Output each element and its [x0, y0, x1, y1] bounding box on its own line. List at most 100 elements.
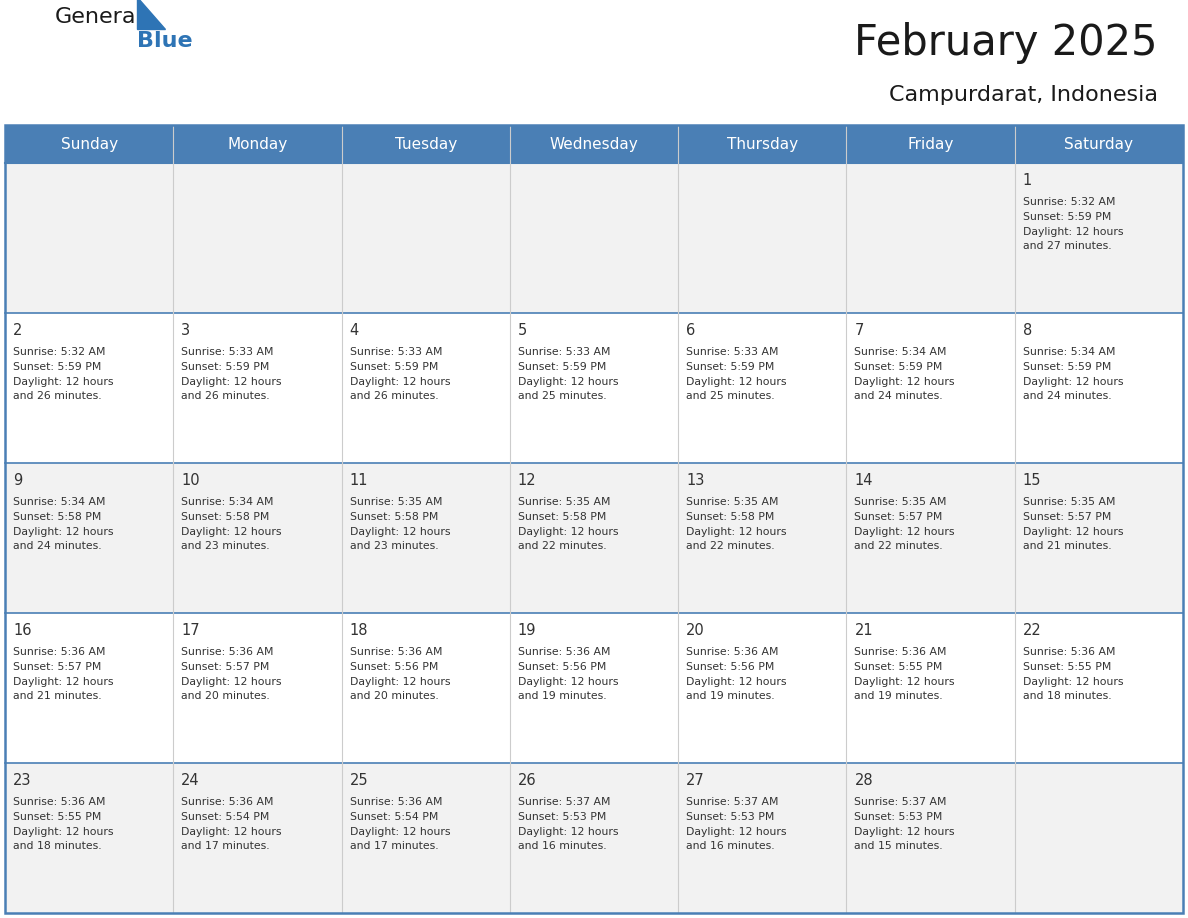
Text: Daylight: 12 hours: Daylight: 12 hours [854, 677, 955, 687]
Text: and 18 minutes.: and 18 minutes. [13, 842, 102, 851]
Text: 16: 16 [13, 623, 32, 638]
Text: 12: 12 [518, 473, 537, 488]
Text: Sunrise: 5:34 AM: Sunrise: 5:34 AM [1023, 347, 1116, 357]
Text: Sunset: 5:57 PM: Sunset: 5:57 PM [854, 512, 943, 521]
Text: 19: 19 [518, 623, 536, 638]
Text: Sunset: 5:56 PM: Sunset: 5:56 PM [518, 662, 606, 672]
Bar [5, 763, 1183, 913]
Text: General: General [55, 7, 143, 27]
Text: Daylight: 12 hours: Daylight: 12 hours [854, 376, 955, 386]
Text: Sunday: Sunday [61, 137, 118, 151]
Text: Thursday: Thursday [727, 137, 798, 151]
Text: Sunset: 5:59 PM: Sunset: 5:59 PM [1023, 362, 1111, 372]
Text: February 2025: February 2025 [854, 22, 1158, 64]
Text: Sunrise: 5:35 AM: Sunrise: 5:35 AM [518, 497, 611, 507]
Text: 1: 1 [1023, 173, 1032, 188]
Text: Blue: Blue [137, 31, 192, 51]
Bar [5, 313, 1183, 463]
Text: Sunrise: 5:37 AM: Sunrise: 5:37 AM [687, 797, 778, 807]
Text: 24: 24 [182, 773, 200, 788]
Text: Sunset: 5:56 PM: Sunset: 5:56 PM [349, 662, 438, 672]
Text: 6: 6 [687, 323, 695, 338]
Bar [5, 613, 1183, 763]
Text: Sunset: 5:53 PM: Sunset: 5:53 PM [687, 812, 775, 822]
Text: Sunrise: 5:35 AM: Sunrise: 5:35 AM [349, 497, 442, 507]
Text: Sunset: 5:57 PM: Sunset: 5:57 PM [182, 662, 270, 672]
Text: Daylight: 12 hours: Daylight: 12 hours [182, 826, 282, 836]
Text: and 21 minutes.: and 21 minutes. [13, 691, 102, 701]
Text: Sunrise: 5:36 AM: Sunrise: 5:36 AM [518, 647, 611, 657]
Text: Sunset: 5:59 PM: Sunset: 5:59 PM [687, 362, 775, 372]
Text: and 22 minutes.: and 22 minutes. [854, 542, 943, 552]
Text: Daylight: 12 hours: Daylight: 12 hours [687, 677, 786, 687]
Text: Sunrise: 5:36 AM: Sunrise: 5:36 AM [854, 647, 947, 657]
Text: and 16 minutes.: and 16 minutes. [518, 842, 607, 851]
Bar [5, 125, 1183, 163]
Text: and 17 minutes.: and 17 minutes. [349, 842, 438, 851]
Text: Daylight: 12 hours: Daylight: 12 hours [182, 677, 282, 687]
Text: Sunrise: 5:33 AM: Sunrise: 5:33 AM [518, 347, 611, 357]
Text: Tuesday: Tuesday [394, 137, 457, 151]
Text: Sunset: 5:54 PM: Sunset: 5:54 PM [182, 812, 270, 822]
Text: Sunset: 5:58 PM: Sunset: 5:58 PM [349, 512, 438, 521]
Text: Sunrise: 5:35 AM: Sunrise: 5:35 AM [854, 497, 947, 507]
Text: Sunrise: 5:34 AM: Sunrise: 5:34 AM [13, 497, 106, 507]
Text: 14: 14 [854, 473, 873, 488]
Text: Sunrise: 5:36 AM: Sunrise: 5:36 AM [13, 647, 106, 657]
Text: Wednesday: Wednesday [550, 137, 638, 151]
Text: and 19 minutes.: and 19 minutes. [687, 691, 775, 701]
Text: Daylight: 12 hours: Daylight: 12 hours [518, 376, 619, 386]
Text: Daylight: 12 hours: Daylight: 12 hours [518, 677, 619, 687]
Text: Sunset: 5:59 PM: Sunset: 5:59 PM [854, 362, 943, 372]
Text: 4: 4 [349, 323, 359, 338]
Text: Sunrise: 5:33 AM: Sunrise: 5:33 AM [349, 347, 442, 357]
Text: and 19 minutes.: and 19 minutes. [518, 691, 607, 701]
Text: 8: 8 [1023, 323, 1032, 338]
Text: Sunset: 5:58 PM: Sunset: 5:58 PM [13, 512, 101, 521]
Text: Daylight: 12 hours: Daylight: 12 hours [1023, 677, 1123, 687]
Text: Daylight: 12 hours: Daylight: 12 hours [182, 527, 282, 537]
Text: and 16 minutes.: and 16 minutes. [687, 842, 775, 851]
Text: Daylight: 12 hours: Daylight: 12 hours [349, 527, 450, 537]
Text: Sunset: 5:58 PM: Sunset: 5:58 PM [687, 512, 775, 521]
Text: Daylight: 12 hours: Daylight: 12 hours [1023, 376, 1123, 386]
Text: Daylight: 12 hours: Daylight: 12 hours [349, 677, 450, 687]
Text: Sunrise: 5:34 AM: Sunrise: 5:34 AM [854, 347, 947, 357]
Text: Sunrise: 5:34 AM: Sunrise: 5:34 AM [182, 497, 273, 507]
Text: and 20 minutes.: and 20 minutes. [349, 691, 438, 701]
Text: Sunrise: 5:36 AM: Sunrise: 5:36 AM [349, 797, 442, 807]
Text: Sunset: 5:56 PM: Sunset: 5:56 PM [687, 662, 775, 672]
Bar [5, 125, 1183, 913]
Text: Sunrise: 5:36 AM: Sunrise: 5:36 AM [13, 797, 106, 807]
Text: Sunrise: 5:32 AM: Sunrise: 5:32 AM [1023, 197, 1116, 207]
Text: 10: 10 [182, 473, 200, 488]
Text: 21: 21 [854, 623, 873, 638]
Text: Sunset: 5:55 PM: Sunset: 5:55 PM [13, 812, 101, 822]
Text: and 24 minutes.: and 24 minutes. [13, 542, 102, 552]
Text: and 26 minutes.: and 26 minutes. [349, 391, 438, 401]
Bar [5, 463, 1183, 613]
Text: 5: 5 [518, 323, 527, 338]
Text: and 26 minutes.: and 26 minutes. [13, 391, 102, 401]
Text: and 15 minutes.: and 15 minutes. [854, 842, 943, 851]
Text: Sunset: 5:54 PM: Sunset: 5:54 PM [349, 812, 438, 822]
Text: and 25 minutes.: and 25 minutes. [518, 391, 607, 401]
Text: Sunset: 5:59 PM: Sunset: 5:59 PM [182, 362, 270, 372]
Text: Sunset: 5:57 PM: Sunset: 5:57 PM [1023, 512, 1111, 521]
Text: 17: 17 [182, 623, 200, 638]
Text: and 18 minutes.: and 18 minutes. [1023, 691, 1111, 701]
Text: Daylight: 12 hours: Daylight: 12 hours [518, 826, 619, 836]
Text: Sunrise: 5:36 AM: Sunrise: 5:36 AM [182, 797, 273, 807]
Text: Sunrise: 5:36 AM: Sunrise: 5:36 AM [349, 647, 442, 657]
Text: Sunrise: 5:35 AM: Sunrise: 5:35 AM [1023, 497, 1116, 507]
Text: Daylight: 12 hours: Daylight: 12 hours [349, 376, 450, 386]
Text: Sunset: 5:58 PM: Sunset: 5:58 PM [182, 512, 270, 521]
Text: Daylight: 12 hours: Daylight: 12 hours [854, 826, 955, 836]
Text: Sunset: 5:55 PM: Sunset: 5:55 PM [854, 662, 943, 672]
Text: and 20 minutes.: and 20 minutes. [182, 691, 270, 701]
Text: 13: 13 [687, 473, 704, 488]
Text: Daylight: 12 hours: Daylight: 12 hours [182, 376, 282, 386]
Text: and 19 minutes.: and 19 minutes. [854, 691, 943, 701]
Text: Sunset: 5:53 PM: Sunset: 5:53 PM [854, 812, 943, 822]
Text: Sunset: 5:53 PM: Sunset: 5:53 PM [518, 812, 606, 822]
